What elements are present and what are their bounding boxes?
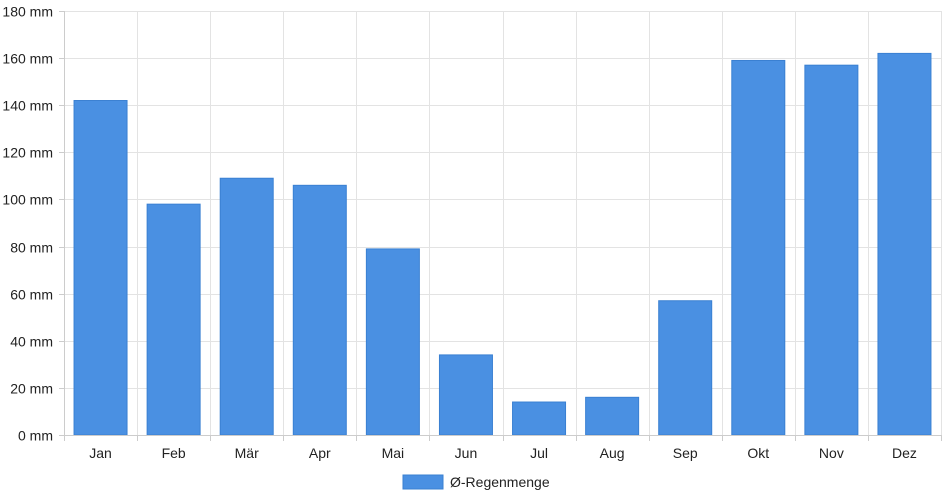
y-tick-label: 100 mm [2, 192, 53, 208]
x-tick-label: Okt [747, 445, 769, 461]
bar-okt[interactable] [731, 59, 786, 436]
y-tick-labels: 0 mm 20 mm 40 mm 60 mm 80 mm 100 mm 120 mm 140 … [2, 4, 53, 444]
bar-nov[interactable] [804, 64, 859, 436]
bar-jul[interactable] [512, 401, 567, 436]
x-tick-label: Jan [89, 445, 112, 461]
bar-apr[interactable] [292, 184, 347, 436]
y-tick-label: 120 mm [2, 145, 53, 161]
x-tick-label: Aug [600, 445, 625, 461]
bars [73, 52, 932, 436]
grid [64, 11, 942, 435]
bar-mär[interactable] [219, 177, 274, 436]
legend[interactable]: Ø-Regenmenge [402, 474, 550, 490]
legend-swatch [402, 474, 444, 490]
bar-dez[interactable] [877, 52, 932, 436]
x-tick-label: Sep [673, 445, 698, 461]
axes [59, 11, 942, 441]
x-tick-label: Jul [530, 445, 548, 461]
x-tick-label: Nov [819, 445, 844, 461]
x-tick-labels: Jan Feb Mär Apr Mai Jun Jul Aug Sep Okt Nov Dez [89, 445, 917, 461]
x-tick-label: Dez [892, 445, 917, 461]
bar-jun[interactable] [438, 354, 493, 436]
y-tick-label: 180 mm [2, 4, 53, 20]
y-tick-label: 60 mm [10, 287, 53, 303]
bar-aug[interactable] [585, 396, 640, 436]
legend-label: Ø-Regenmenge [450, 474, 550, 490]
bar-sep[interactable] [658, 300, 713, 436]
bar-jan[interactable] [73, 100, 128, 436]
x-tick-label: Jun [455, 445, 478, 461]
y-tick-label: 160 mm [2, 51, 53, 67]
y-tick-label: 20 mm [10, 381, 53, 397]
y-tick-label: 0 mm [18, 428, 53, 444]
x-tick-label: Mär [235, 445, 259, 461]
x-tick-label: Apr [309, 445, 331, 461]
y-tick-label: 40 mm [10, 334, 53, 350]
x-tick-label: Feb [162, 445, 186, 461]
y-tick-label: 140 mm [2, 98, 53, 114]
bar-feb[interactable] [146, 203, 201, 436]
bar-mai[interactable] [365, 248, 420, 436]
y-tick-label: 80 mm [10, 240, 53, 256]
x-tick-label: Mai [382, 445, 405, 461]
